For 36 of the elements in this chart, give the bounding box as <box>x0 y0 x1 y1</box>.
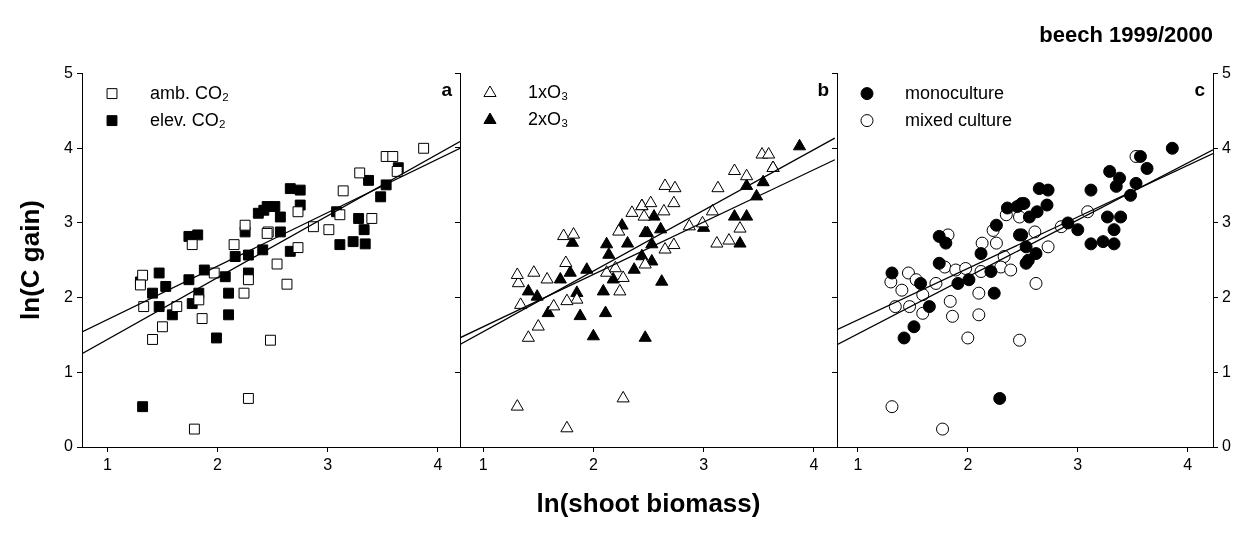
legend-label: monoculture <box>905 82 1005 103</box>
x-tick-label: 3 <box>699 456 709 474</box>
x-tick-label: 1 <box>853 456 863 474</box>
y-tick-label: 5 <box>64 64 74 82</box>
x-tick-label: 3 <box>323 456 333 474</box>
y2-tick-label: 3 <box>1222 213 1231 231</box>
x-tick-label: 1 <box>478 456 488 474</box>
x-tick-label: 3 <box>1073 456 1083 474</box>
x-tick-label: 4 <box>1183 456 1193 474</box>
chart-title: beech 1999/2000 <box>1039 22 1213 48</box>
legend-label: amb. CO₂ <box>150 82 230 103</box>
x-tick-label: 4 <box>433 456 443 474</box>
y-tick-label: 0 <box>64 437 74 455</box>
x-axis-title: ln(shoot biomass) <box>536 488 761 519</box>
legend-label: elev. CO₂ <box>150 109 226 130</box>
x-tick-label: 2 <box>588 456 598 474</box>
annotation: c <box>1194 79 1206 101</box>
x-tick-label: 1 <box>102 456 112 474</box>
y-tick-label: 2 <box>64 288 74 306</box>
y2-tick-label: 5 <box>1222 64 1231 82</box>
x-tick-label: 2 <box>963 456 973 474</box>
y-tick-label: 1 <box>64 362 74 380</box>
y-tick-label: 4 <box>64 138 74 156</box>
y2-tick-label: 4 <box>1222 138 1231 156</box>
annotation: a <box>441 79 453 101</box>
x-tick-label: 4 <box>809 456 819 474</box>
y-axis-title: ln(C gain) <box>14 200 46 320</box>
y2-tick-label: 0 <box>1222 437 1231 455</box>
y2-tick-label: 1 <box>1222 362 1231 380</box>
y-tick-label: 3 <box>64 213 74 231</box>
x-tick-label: 2 <box>213 456 223 474</box>
legend-label: 2xO₃ <box>528 108 569 129</box>
y2-tick-label: 2 <box>1222 288 1231 306</box>
legend-label: mixed culture <box>905 109 1013 130</box>
legend-label: 1xO₃ <box>528 81 569 102</box>
annotation: b <box>817 78 829 100</box>
